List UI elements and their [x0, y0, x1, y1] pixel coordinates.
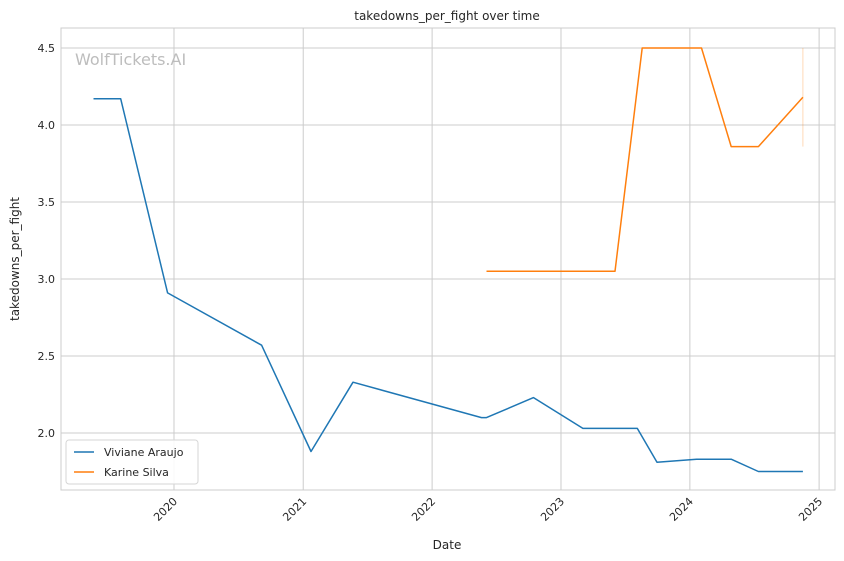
y-tick-label: 4.0	[38, 119, 56, 132]
y-tick-label: 3.0	[38, 273, 56, 286]
x-axis-ticks: 2020 2021 2022 2023 2024 2025	[151, 495, 825, 524]
y-tick-label: 2.5	[38, 350, 56, 363]
series-lines	[93, 47, 804, 473]
plot-frame	[60, 27, 836, 491]
legend-box	[65, 439, 199, 485]
chart-title: takedowns_per_fight over time	[354, 9, 540, 23]
x-tick-label: 2023	[538, 495, 567, 524]
grid	[61, 28, 835, 490]
y-axis-title: takedowns_per_fight	[8, 197, 22, 321]
y-tick-label: 3.5	[38, 196, 56, 209]
x-tick-label: 2022	[409, 495, 438, 524]
y-tick-label: 2.0	[38, 427, 56, 440]
x-axis-title: Date	[433, 538, 462, 552]
x-tick-label: 2020	[151, 495, 180, 524]
series-line-1	[486, 47, 804, 273]
x-tick-label: 2024	[667, 495, 696, 524]
x-tick-label: 2025	[796, 495, 825, 524]
y-axis-ticks: 2.0 2.5 3.0 3.5 4.0 4.5	[38, 42, 56, 440]
y-tick-label: 4.5	[38, 42, 56, 55]
series-line-0	[93, 98, 803, 473]
x-tick-label: 2021	[280, 495, 309, 524]
legend-label: Karine Silva	[104, 466, 169, 479]
legend: Viviane Araujo Karine Silva	[65, 439, 199, 485]
legend-label: Viviane Araujo	[104, 446, 184, 459]
watermark: WolfTickets.AI	[75, 50, 186, 69]
